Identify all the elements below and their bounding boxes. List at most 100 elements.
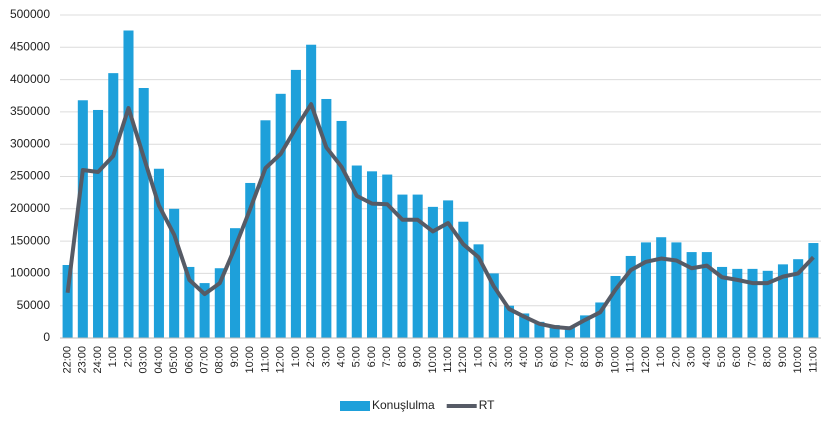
bar bbox=[793, 259, 804, 338]
bar bbox=[382, 174, 393, 338]
bar bbox=[519, 313, 530, 338]
bar bbox=[747, 268, 758, 338]
x-tick-label: 12:00 bbox=[275, 346, 287, 374]
x-tick-label: 2:00 bbox=[305, 346, 317, 367]
x-tick-label: 2:00 bbox=[488, 346, 500, 367]
x-tick-label: 3:00 bbox=[503, 346, 515, 367]
bar bbox=[230, 228, 241, 338]
x-tick-label: 9:00 bbox=[412, 346, 424, 367]
bar bbox=[549, 325, 560, 338]
x-tick-label: 4:00 bbox=[518, 346, 530, 367]
x-tick-label: 5:00 bbox=[716, 346, 728, 367]
y-tick-label: 400000 bbox=[10, 72, 50, 86]
y-tick-label: 500000 bbox=[10, 7, 50, 21]
bar bbox=[153, 168, 164, 338]
x-tick-label: 6:00 bbox=[731, 346, 743, 367]
bar bbox=[443, 200, 454, 338]
bar bbox=[640, 242, 651, 338]
bar bbox=[534, 321, 545, 338]
x-tick-label: 23:00 bbox=[77, 346, 89, 374]
y-tick-label: 50000 bbox=[17, 298, 51, 312]
x-tick-label: 10:00 bbox=[427, 346, 439, 374]
x-tick-label: 11:00 bbox=[625, 346, 637, 373]
line bbox=[65, 102, 815, 331]
bar bbox=[777, 264, 788, 338]
bar bbox=[336, 120, 347, 338]
bar bbox=[245, 182, 256, 338]
x-tick-label: 12:00 bbox=[457, 346, 469, 374]
x-tick-label: 3:00 bbox=[686, 346, 698, 367]
x-tick-label: 1:00 bbox=[655, 346, 667, 367]
x-tick-label: 8:00 bbox=[579, 346, 591, 367]
y-tick-label: 300000 bbox=[10, 136, 50, 150]
x-tick-label: 11:00 bbox=[442, 346, 454, 373]
y-tick-label: 150000 bbox=[10, 233, 50, 247]
x-tick-label: 5:00 bbox=[351, 346, 363, 367]
x-tick-label: 4:00 bbox=[335, 346, 347, 367]
y-tick-label: 350000 bbox=[10, 104, 50, 118]
bar bbox=[123, 30, 134, 339]
bar bbox=[503, 305, 515, 338]
x-tick-label: 2:00 bbox=[122, 346, 134, 367]
bar bbox=[397, 194, 408, 338]
x-tick-label: 9:00 bbox=[777, 346, 789, 367]
x-tick-label: 1:00 bbox=[472, 346, 484, 367]
bar bbox=[717, 266, 728, 338]
bar bbox=[564, 326, 575, 338]
y-tick-label: 200000 bbox=[10, 201, 50, 215]
legend-label: Konuşlulma bbox=[372, 398, 435, 412]
legend-swatch bbox=[340, 401, 370, 411]
bar bbox=[321, 98, 332, 338]
bar bbox=[808, 243, 819, 338]
bar bbox=[595, 302, 606, 338]
x-tick-label: 9:00 bbox=[594, 346, 606, 367]
bar bbox=[169, 208, 180, 338]
x-tick-label: 9:00 bbox=[229, 346, 241, 367]
x-tick-label: 6:00 bbox=[366, 346, 378, 367]
bar bbox=[656, 237, 667, 338]
bar bbox=[458, 221, 469, 338]
bar bbox=[686, 252, 697, 338]
bar bbox=[762, 270, 773, 338]
bar bbox=[290, 69, 301, 338]
y-tick-label: 0 bbox=[43, 330, 50, 344]
x-tick-label: 22:00 bbox=[62, 346, 74, 374]
bar bbox=[77, 100, 88, 338]
bar bbox=[260, 120, 271, 338]
bar bbox=[366, 171, 378, 338]
bar bbox=[580, 315, 591, 338]
x-tick-label: 07:00 bbox=[198, 346, 210, 374]
x-tick-label: 06:00 bbox=[183, 346, 195, 374]
x-tick-label: 8:00 bbox=[762, 346, 774, 367]
x-tick-label: 4:00 bbox=[701, 346, 713, 367]
x-tick-label: 2:00 bbox=[670, 346, 682, 367]
x-tick-label: 04:00 bbox=[153, 346, 165, 374]
x-tick-label: 1:00 bbox=[107, 346, 119, 367]
bar bbox=[427, 206, 438, 338]
x-tick-label: 10:00 bbox=[244, 346, 256, 374]
bar bbox=[351, 165, 362, 338]
bar bbox=[199, 283, 210, 338]
bar bbox=[732, 268, 743, 338]
legend-label: RT bbox=[479, 398, 495, 412]
x-tick-label: 11:00 bbox=[259, 346, 271, 373]
x-tick-label: 08:00 bbox=[214, 346, 226, 374]
bar bbox=[473, 244, 484, 338]
bar bbox=[412, 194, 423, 338]
bar bbox=[306, 44, 317, 338]
y-tick-label: 450000 bbox=[10, 39, 50, 53]
y-tick-label: 100000 bbox=[10, 266, 50, 280]
x-tick-label: 7:00 bbox=[746, 346, 758, 367]
x-tick-label: 05:00 bbox=[168, 346, 180, 374]
bar bbox=[93, 109, 104, 338]
bar bbox=[214, 268, 225, 338]
bar bbox=[610, 275, 621, 338]
x-tick-label: 1:00 bbox=[290, 346, 302, 367]
x-tick-label: 24:00 bbox=[92, 346, 104, 374]
x-tick-label: 03:00 bbox=[138, 346, 150, 374]
bar bbox=[701, 252, 712, 338]
x-tick-label: 7:00 bbox=[381, 346, 393, 367]
bar bbox=[275, 93, 286, 338]
bar bbox=[184, 266, 195, 338]
